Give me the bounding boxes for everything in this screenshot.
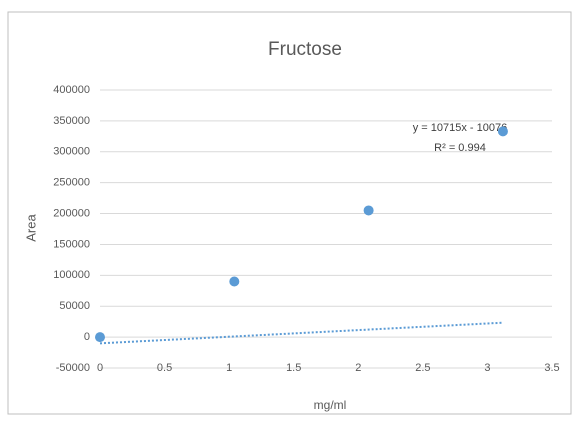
data-point (497, 126, 508, 137)
y-tick-label: 400000 (53, 84, 90, 96)
y-tick-label: 250000 (53, 177, 90, 189)
data-point (229, 276, 240, 287)
data-point (363, 205, 374, 216)
x-tick-label: 3 (484, 362, 490, 374)
x-tick-label: 3.5 (544, 362, 559, 374)
chart-frame (7, 11, 572, 415)
x-tick-label: 1.5 (286, 362, 301, 374)
trendline-r-squared: R² = 0.994 (434, 142, 486, 154)
y-axis-label: Area (23, 214, 38, 242)
y-tick-label: 0 (84, 331, 90, 343)
x-tick-label: 1 (226, 362, 232, 374)
y-tick-label: 100000 (53, 269, 90, 281)
trendline (99, 321, 503, 345)
y-tick-label: 50000 (59, 300, 90, 312)
y-tick-label: -50000 (56, 362, 90, 374)
y-tick-label: 150000 (53, 238, 90, 250)
trendline-equation: y = 10715x - 10076 (413, 122, 508, 134)
x-tick-label: 0.5 (157, 362, 172, 374)
x-tick-label: 2.5 (415, 362, 430, 374)
y-tick-label: 350000 (53, 115, 90, 127)
y-tick-label: 300000 (53, 146, 90, 158)
chart-title: Fructose (268, 39, 342, 60)
x-axis-label: mg/ml (314, 398, 347, 412)
x-tick-label: 0 (97, 362, 103, 374)
x-tick-label: 2 (355, 362, 361, 374)
data-point (95, 332, 105, 343)
y-tick-label: 200000 (53, 207, 90, 219)
